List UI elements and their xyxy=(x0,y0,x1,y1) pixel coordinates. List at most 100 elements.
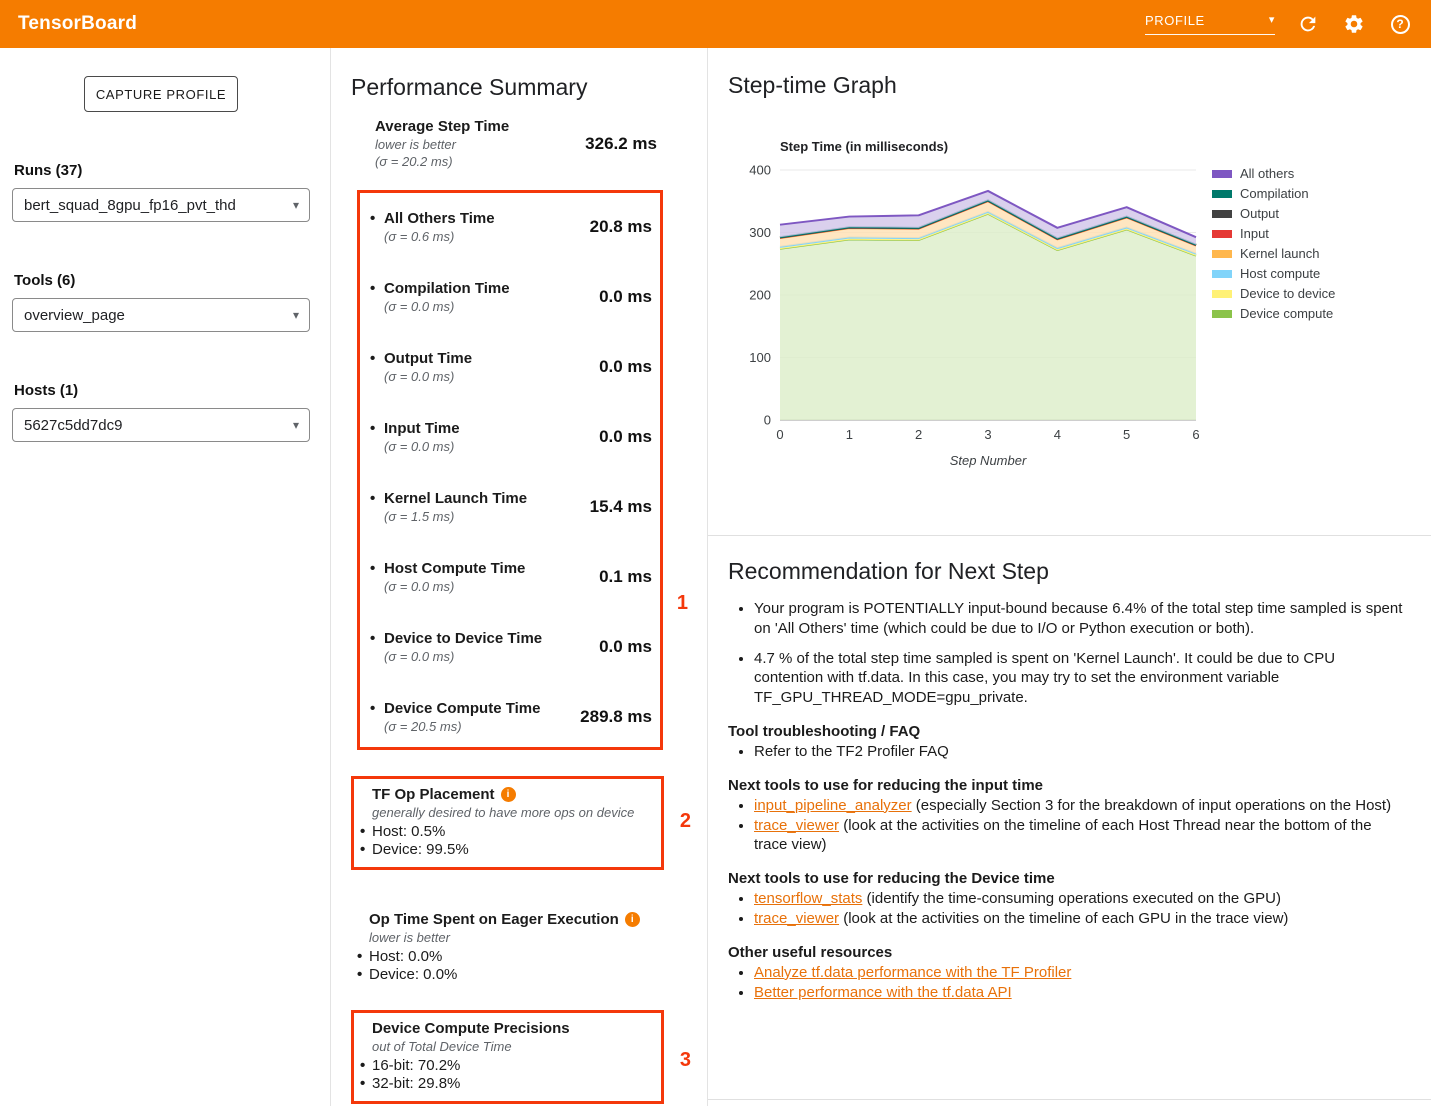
capture-profile-button[interactable]: CAPTURE PROFILE xyxy=(84,76,238,112)
link-better-performance-with-the-tf-data-api[interactable]: Better performance with the tf.data API xyxy=(754,984,1012,1001)
device-precisions-title: Device Compute Precisions xyxy=(372,1019,570,1038)
metric-name: Host Compute Time xyxy=(384,560,525,577)
hosts-select-value: 5627c5dd7dc9 xyxy=(24,417,122,434)
metric-row: •Host Compute Time(σ = 0.0 ms)0.1 ms xyxy=(370,559,652,595)
hosts-label: Hosts (1) xyxy=(14,382,330,399)
eager-execution-note: lower is better xyxy=(369,930,656,946)
runs-label: Runs (37) xyxy=(14,162,330,179)
tools-label: Tools (6) xyxy=(14,272,330,289)
legend-swatch xyxy=(1212,310,1232,318)
metric-row: •Output Time(σ = 0.0 ms)0.0 ms xyxy=(370,349,652,385)
svg-text:400: 400 xyxy=(749,163,771,178)
metric-value: 0.0 ms xyxy=(599,357,652,377)
legend-item: Kernel launch xyxy=(1212,246,1335,261)
metric-row: •Device to Device Time(σ = 0.0 ms)0.0 ms xyxy=(370,629,652,665)
runs-select[interactable]: bert_squad_8gpu_fp16_pvt_thd ▾ xyxy=(12,188,310,222)
svg-text:4: 4 xyxy=(1054,427,1061,442)
recommendation-sections: Tool troubleshooting / FAQRefer to the T… xyxy=(728,723,1407,1002)
legend-item: Host compute xyxy=(1212,266,1335,281)
help-icon[interactable]: ? xyxy=(1387,11,1413,37)
metric-name: Compilation Time xyxy=(384,280,510,297)
legend-swatch xyxy=(1212,210,1232,218)
annotation-box-3: Device Compute Precisions out of Total D… xyxy=(351,1010,664,1104)
gear-icon[interactable] xyxy=(1341,11,1367,37)
device-precisions-note: out of Total Device Time xyxy=(372,1039,653,1055)
list-item: Device: 0.0% xyxy=(357,966,656,984)
legend-swatch xyxy=(1212,290,1232,298)
svg-text:5: 5 xyxy=(1123,427,1130,442)
metric-sigma: (σ = 0.0 ms) xyxy=(384,368,472,385)
step-time-graph-title: Step-time Graph xyxy=(728,72,1431,99)
list-item: Device: 99.5% xyxy=(360,841,653,859)
dashboard-select[interactable]: PROFILE ▾ xyxy=(1145,13,1275,35)
legend-item: Compilation xyxy=(1212,186,1335,201)
recommendation-item: Analyze tf.data performance with the TF … xyxy=(754,963,1407,983)
metric-sigma: (σ = 0.0 ms) xyxy=(384,298,510,315)
chevron-down-icon: ▾ xyxy=(1269,15,1275,26)
legend-label: Compilation xyxy=(1240,186,1309,201)
tf-op-placement-title: TF Op Placement xyxy=(372,785,495,804)
legend-item: Device compute xyxy=(1212,306,1335,321)
metric-value: 15.4 ms xyxy=(590,497,652,517)
metric-sigma: (σ = 0.6 ms) xyxy=(384,228,495,245)
tools-select[interactable]: overview_page ▾ xyxy=(12,298,310,332)
legend-label: Output xyxy=(1240,206,1279,221)
svg-text:1: 1 xyxy=(846,427,853,442)
legend-item: Device to device xyxy=(1212,286,1335,301)
recommendation-item: tensorflow_stats (identify the time-cons… xyxy=(754,889,1407,909)
annotation-box-1: •All Others Time(σ = 0.6 ms)20.8 ms•Comp… xyxy=(357,190,663,750)
dashboard-select-value: PROFILE xyxy=(1145,13,1205,28)
link-trace-viewer[interactable]: trace_viewer xyxy=(754,910,839,927)
metric-row: •Kernel Launch Time(σ = 1.5 ms)15.4 ms xyxy=(370,489,652,525)
metric-value: 0.1 ms xyxy=(599,567,652,587)
recommendation-bullet: 4.7 % of the total step time sampled is … xyxy=(754,649,1407,708)
metric-name: All Others Time xyxy=(384,210,495,227)
metric-row: •Device Compute Time(σ = 20.5 ms)289.8 m… xyxy=(370,699,652,735)
chevron-down-icon: ▾ xyxy=(293,199,299,211)
svg-text:3: 3 xyxy=(984,427,991,442)
metric-value: 0.0 ms xyxy=(599,637,652,657)
chart-legend: All others Compilation Output Input Kernel l… xyxy=(1212,166,1335,321)
legend-label: Device to device xyxy=(1240,286,1335,301)
metric-value: 20.8 ms xyxy=(590,217,652,237)
annotation-box-2: TF Op Placement i generally desired to h… xyxy=(351,776,664,870)
metric-value: 0.0 ms xyxy=(599,287,652,307)
performance-summary-panel: Performance Summary Average Step Time lo… xyxy=(330,48,708,1106)
legend-swatch xyxy=(1212,190,1232,198)
svg-text:0: 0 xyxy=(764,413,771,428)
metric-name: Device to Device Time xyxy=(384,630,542,647)
svg-text:6: 6 xyxy=(1192,427,1199,442)
info-icon[interactable]: i xyxy=(501,787,516,802)
performance-summary-title: Performance Summary xyxy=(351,74,687,101)
recommendation-heading: Next tools to use for reducing the Devic… xyxy=(728,870,1407,887)
list-item: 32-bit: 29.8% xyxy=(360,1075,653,1093)
metric-name: Output Time xyxy=(384,350,472,367)
link-trace-viewer[interactable]: trace_viewer xyxy=(754,817,839,834)
refresh-icon[interactable] xyxy=(1295,11,1321,37)
recommendation-list: Analyze tf.data performance with the TF … xyxy=(728,963,1407,1003)
link-tensorflow-stats[interactable]: tensorflow_stats xyxy=(754,890,862,907)
legend-label: Host compute xyxy=(1240,266,1320,281)
metric-name: Average Step Time xyxy=(375,117,509,136)
metric-sigma: (σ = 20.2 ms) xyxy=(375,153,509,170)
step-time-chart[interactable]: 01002003004000123456Step Number xyxy=(728,160,1206,472)
metric-sigma: (σ = 0.0 ms) xyxy=(384,438,460,455)
recommendation-item: Refer to the TF2 Profiler FAQ xyxy=(754,742,1407,762)
info-icon[interactable]: i xyxy=(625,912,640,927)
svg-text:0: 0 xyxy=(776,427,783,442)
legend-label: Kernel launch xyxy=(1240,246,1320,261)
metric-note: lower is better xyxy=(375,136,509,153)
recommendation-list: tensorflow_stats (identify the time-cons… xyxy=(728,889,1407,929)
recommendation-heading: Next tools to use for reducing the input… xyxy=(728,777,1407,794)
link-analyze-tf-data-performance-with-the-tf-profiler[interactable]: Analyze tf.data performance with the TF … xyxy=(754,964,1071,981)
annotation-label-1: 1 xyxy=(677,592,688,615)
metric-row: •All Others Time(σ = 0.6 ms)20.8 ms xyxy=(370,209,652,245)
link-input-pipeline-analyzer[interactable]: input_pipeline_analyzer xyxy=(754,797,912,814)
hosts-select[interactable]: 5627c5dd7dc9 ▾ xyxy=(12,408,310,442)
legend-swatch xyxy=(1212,170,1232,178)
legend-item: Input xyxy=(1212,226,1335,241)
legend-label: All others xyxy=(1240,166,1294,181)
recommendation-bullet: Your program is POTENTIALLY input-bound … xyxy=(754,599,1407,639)
recommendation-bullets: Your program is POTENTIALLY input-bound … xyxy=(728,599,1407,708)
metric-name: Device Compute Time xyxy=(384,700,540,717)
